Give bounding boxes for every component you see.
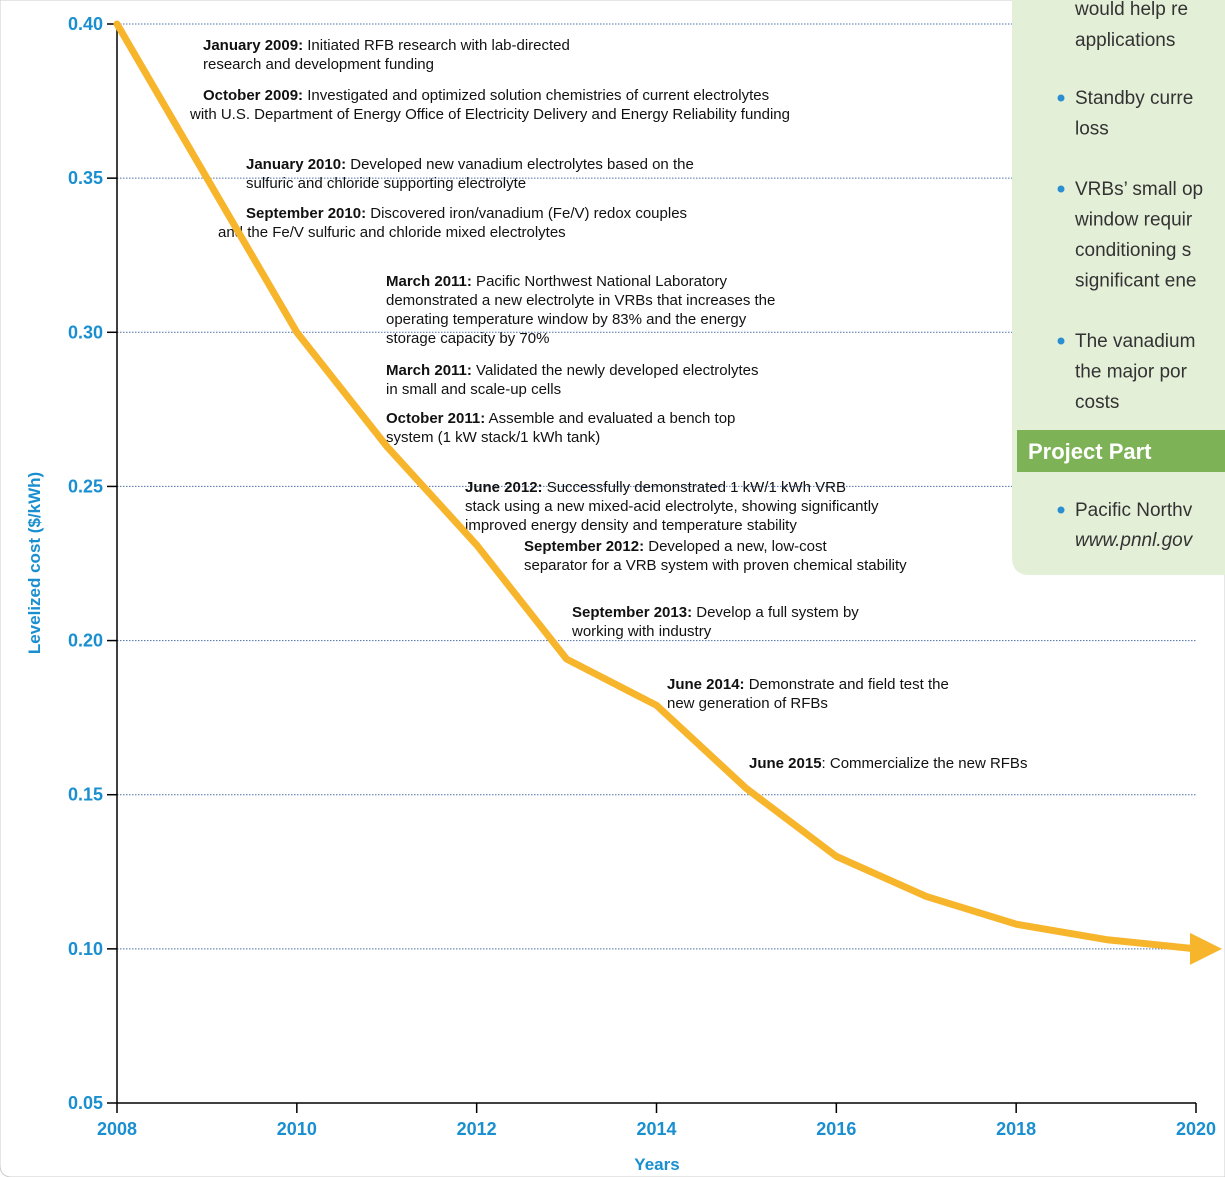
sidebar-text: applications bbox=[1075, 30, 1175, 51]
annotation-date: October 2011: bbox=[386, 410, 485, 427]
annotation-text: sulfuric and chloride supporting electro… bbox=[246, 175, 526, 192]
y-tick-label: 0.30 bbox=[68, 322, 103, 342]
y-tick-label: 0.05 bbox=[68, 1093, 103, 1113]
annotation-text: Developed a new, low-cost bbox=[644, 538, 827, 555]
sidebar-text: conditioning s bbox=[1075, 240, 1191, 261]
annotation: January 2009: Initiated RFB research wit… bbox=[203, 37, 570, 73]
bullet bbox=[1057, 337, 1065, 345]
sidebar-text: Standby curre bbox=[1075, 88, 1193, 109]
annotation-date: January 2009: bbox=[203, 37, 303, 54]
annotation-text: separator for a VRB system with proven c… bbox=[524, 557, 907, 574]
annotation-text: in small and scale-up cells bbox=[386, 381, 561, 398]
bullet bbox=[1057, 94, 1065, 102]
sidebar-text: Pacific Northv bbox=[1075, 500, 1193, 521]
annotation-text: working with industry bbox=[571, 623, 712, 640]
y-tick-label: 0.10 bbox=[68, 939, 103, 959]
y-tick-label: 0.35 bbox=[68, 168, 103, 188]
bullet bbox=[1057, 506, 1065, 514]
sidebar-text: would help re bbox=[1074, 0, 1188, 20]
annotation: March 2011: Pacific Northwest National L… bbox=[386, 273, 775, 347]
annotation-date: September 2013: bbox=[572, 604, 692, 621]
arrowhead bbox=[1190, 932, 1222, 965]
annotation: October 2011: Assemble and evaluated a b… bbox=[386, 410, 735, 446]
x-tick-label: 2018 bbox=[996, 1119, 1036, 1139]
annotation-date: September 2012: bbox=[524, 538, 644, 555]
annotation-text: Assemble and evaluated a bench top bbox=[485, 410, 735, 427]
x-tick-label: 2020 bbox=[1176, 1119, 1216, 1139]
annotation-text: system (1 kW stack/1 kWh tank) bbox=[386, 429, 600, 446]
sidebar-text: loss bbox=[1075, 119, 1109, 140]
annotation-date: June 2014: bbox=[667, 676, 745, 693]
annotation-text: Demonstrate and field test the bbox=[745, 676, 949, 693]
annotation: June 2014: Demonstrate and field test th… bbox=[667, 676, 949, 712]
annotation-text: Initiated RFB research with lab-directed bbox=[303, 37, 570, 54]
annotation-date: October 2009: bbox=[203, 87, 303, 104]
annotation: September 2013: Develop a full system by… bbox=[571, 604, 859, 640]
annotation-text: improved energy density and temperature … bbox=[465, 517, 797, 534]
annotation-date: June 2012: bbox=[465, 479, 543, 496]
annotation-text: Successfully demonstrated 1 kW/1 kWh VRB bbox=[543, 479, 846, 496]
annotation-text: : Commercialize the new RFBs bbox=[822, 755, 1028, 772]
annotation-text: Pacific Northwest National Laboratory bbox=[472, 273, 728, 290]
annotation: June 2015: Commercialize the new RFBs bbox=[749, 755, 1027, 772]
annotation-text: operating temperature window by 83% and … bbox=[386, 311, 747, 328]
y-tick-label: 0.15 bbox=[68, 785, 103, 805]
y-tick-label: 0.20 bbox=[68, 631, 103, 651]
annotation-text: research and development funding bbox=[203, 56, 434, 73]
annotation-text: Develop a full system by bbox=[692, 604, 859, 621]
sidebar-text: VRBs’ small op bbox=[1075, 179, 1203, 200]
annotation-text: demonstrated a new electrolyte in VRBs t… bbox=[386, 292, 775, 309]
x-tick-label: 2012 bbox=[457, 1119, 497, 1139]
x-tick-label: 2014 bbox=[636, 1119, 676, 1139]
heading-bar bbox=[1017, 430, 1225, 472]
annotation-text: Validated the newly developed electrolyt… bbox=[472, 362, 759, 379]
x-tick-label: 2008 bbox=[97, 1119, 137, 1139]
sidebar-text: the major por bbox=[1075, 362, 1188, 383]
annotation: March 2011: Validated the newly develope… bbox=[386, 362, 758, 398]
x-tick-label: 2010 bbox=[277, 1119, 317, 1139]
annotation-text: new generation of RFBs bbox=[667, 695, 828, 712]
annotation-text: with U.S. Department of Energy Office of… bbox=[189, 106, 790, 123]
y-tick-label: 0.40 bbox=[68, 14, 103, 34]
annotation-text: Investigated and optimized solution chem… bbox=[303, 87, 769, 104]
sidebar-text: window requir bbox=[1074, 210, 1193, 231]
annotation: September 2012: Developed a new, low-cos… bbox=[524, 538, 907, 574]
annotation-date: June 2015 bbox=[749, 755, 822, 772]
annotation: September 2010: Discovered iron/vanadium… bbox=[218, 205, 687, 241]
annotation-date: March 2011: bbox=[386, 362, 472, 379]
annotation: October 2009: Investigated and optimized… bbox=[189, 87, 790, 123]
sidebar-text: The vanadium bbox=[1075, 331, 1195, 352]
annotation: June 2012: Successfully demonstrated 1 k… bbox=[465, 479, 879, 534]
y-axis-label: Levelized cost ($/kWh) bbox=[25, 472, 44, 654]
sidebar-heading: Project Part bbox=[1028, 439, 1152, 464]
line-series bbox=[113, 20, 1200, 953]
annotation-text: and the Fe/V sulfuric and chloride mixed… bbox=[218, 224, 566, 241]
annotation-date: March 2011: bbox=[386, 273, 472, 290]
x-axis-label: Years bbox=[634, 1155, 679, 1174]
annotation: January 2010: Developed new vanadium ele… bbox=[246, 156, 694, 192]
sidebar-text: www.pnnl.gov bbox=[1075, 530, 1194, 551]
sidebar-text: significant ene bbox=[1075, 271, 1196, 292]
bullet bbox=[1057, 185, 1065, 193]
annotation-text: Developed new vanadium electrolytes base… bbox=[346, 156, 694, 173]
annotation-text: Discovered iron/vanadium (Fe/V) redox co… bbox=[366, 205, 687, 222]
sidebar-text: costs bbox=[1075, 392, 1119, 413]
y-tick-label: 0.25 bbox=[68, 476, 103, 496]
annotation-date: September 2010: bbox=[246, 205, 366, 222]
annotation-text: storage capacity by 70% bbox=[386, 330, 549, 347]
annotation-date: January 2010: bbox=[246, 156, 346, 173]
x-tick-label: 2016 bbox=[816, 1119, 856, 1139]
annotation-text: stack using a new mixed-acid electrolyte… bbox=[465, 498, 879, 515]
